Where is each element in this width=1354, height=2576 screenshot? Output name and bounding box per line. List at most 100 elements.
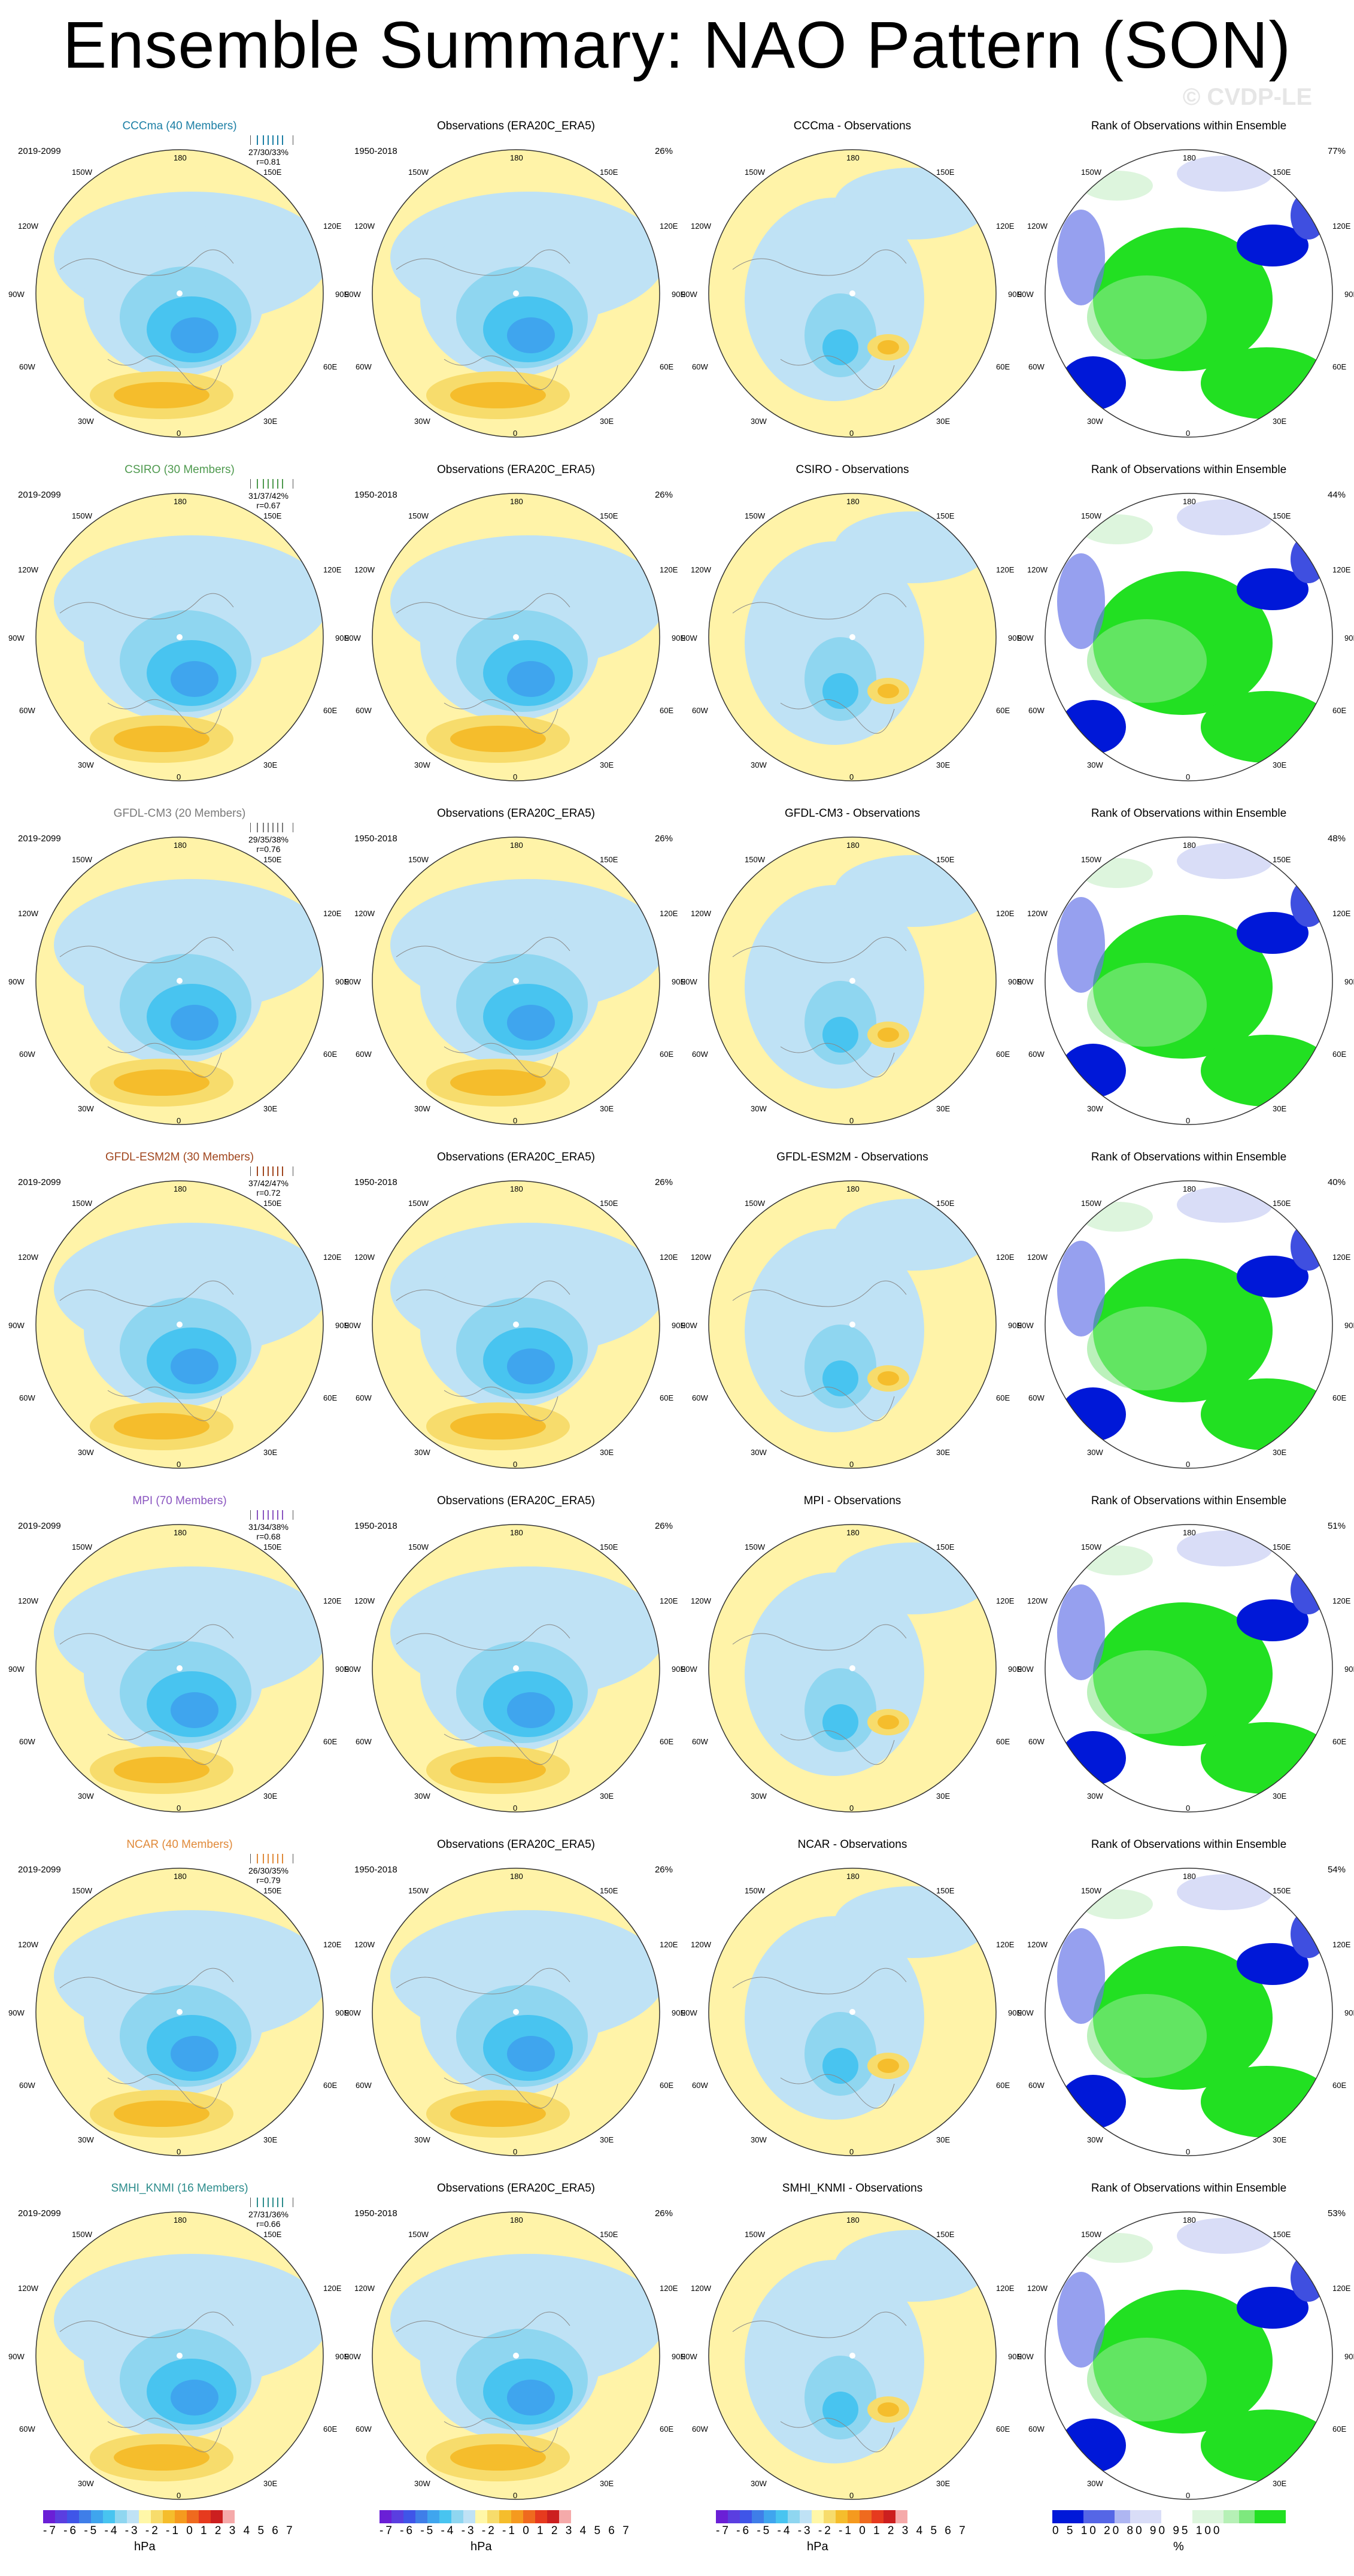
lon-label-tr: 150E: [1273, 168, 1291, 177]
colorbar-swatch: [1177, 2510, 1192, 2523]
lon-label-br: 30E: [1273, 2135, 1287, 2144]
diff-panel: CSIRO - Observations 180 150E 120E 90E 60E 30E…: [681, 463, 1022, 799]
lon-label-tr: 150E: [600, 168, 618, 177]
lon-label-tr: 150E: [936, 168, 955, 177]
variance-stats: 31/34/38% r=0.68: [248, 1522, 289, 1541]
lon-label-tl: 150W: [1081, 2230, 1101, 2239]
watermark: © CVDP-LE: [1182, 84, 1312, 110]
diff-map-field: [709, 1181, 996, 1468]
lon-label-tr: 150E: [936, 511, 955, 520]
lon-label-bl: 30W: [751, 1792, 767, 1801]
colorbar-swatch: [1099, 2510, 1115, 2523]
rank-title: Rank of Observations within Ensemble: [1091, 463, 1287, 476]
lon-label-tl: 150W: [408, 1542, 429, 1551]
lon-label-r3: 60E: [1332, 1050, 1347, 1059]
diff-map-border: [708, 149, 997, 438]
lon-label-br: 30E: [936, 2479, 951, 2488]
lon-label-r2: 90E: [335, 2352, 350, 2361]
lon-label-l2: 90W: [8, 1321, 25, 1330]
lon-label-br: 30E: [1273, 1448, 1287, 1457]
ensemble-spread-bar: [250, 135, 293, 145]
diff-panel: CCCma - Observations 180 150E 120E 90E 60E 30E…: [681, 120, 1022, 455]
lon-label-r1: 120E: [1332, 2284, 1351, 2293]
lon-label-tr: 150E: [263, 1199, 282, 1208]
colorbar-swatch: [1208, 2510, 1224, 2523]
period-label: 1950-2018: [354, 490, 397, 500]
rank-pct: 48%: [1327, 834, 1346, 844]
colorbar-swatch: [163, 2510, 175, 2523]
rank-panel: 44% Rank of Observations within Ensemble 1…: [1018, 463, 1354, 799]
lon-label-br: 30E: [936, 2135, 951, 2144]
lon-label-l3: 60W: [692, 362, 708, 371]
lon-label-l2: 90W: [1018, 1665, 1034, 1674]
lon-label-br: 30E: [263, 1792, 278, 1801]
ensemble-spread-bar: [250, 1510, 293, 1520]
lon-label-tr: 150E: [263, 1542, 282, 1551]
lon-label-l2: 90W: [681, 634, 697, 643]
lon-label-bottom: 0: [513, 772, 518, 781]
lon-label-r1: 120E: [996, 1940, 1015, 1949]
lon-label-r3: 60E: [1332, 2081, 1347, 2090]
lon-label-l3: 60W: [692, 1393, 708, 1402]
colorbar-hpa-2-unit: hPa: [807, 2540, 828, 2553]
diff-map-field: [709, 150, 996, 437]
lon-label-l1: 120W: [18, 565, 38, 574]
lon-label-r2: 90E: [672, 2352, 686, 2361]
lon-label-tr: 150E: [263, 511, 282, 520]
rank-map-border: [1045, 1524, 1333, 1813]
lon-label-r2: 90E: [672, 1665, 686, 1674]
lon-label-l2: 90W: [1018, 634, 1034, 643]
lon-label-top: 180: [1183, 1528, 1196, 1537]
lon-label-l3: 60W: [19, 362, 35, 371]
colorbar-swatch: [728, 2510, 740, 2523]
lon-label-bottom: 0: [177, 1804, 181, 1813]
obs-variance-pct: 26%: [654, 834, 673, 844]
lon-label-bl: 30W: [78, 760, 94, 769]
lon-label-bottom: 0: [513, 1804, 518, 1813]
lon-label-bl: 30W: [1087, 1448, 1103, 1457]
lon-label-l1: 120W: [1027, 2284, 1048, 2293]
lon-label-tr: 150E: [1273, 1542, 1291, 1551]
lon-label-r1: 120E: [1332, 565, 1351, 574]
lon-label-l3: 60W: [19, 2081, 35, 2090]
rank-pct: 51%: [1327, 1521, 1346, 1531]
ensemble-spread-bar: [250, 1166, 293, 1176]
lon-label-l3: 60W: [1028, 1737, 1045, 1746]
lon-label-l2: 90W: [8, 290, 25, 299]
lon-label-br: 30E: [936, 417, 951, 426]
lon-label-bottom: 0: [1186, 429, 1191, 438]
lon-label-l1: 120W: [691, 909, 711, 918]
obs-map-field: [372, 837, 660, 1125]
obs-panel: 1950-2018 26% Observations (ERA20C_ERA5) 18…: [345, 463, 685, 799]
colorbar-swatch: [559, 2510, 571, 2523]
colorbar-swatch: [391, 2510, 403, 2523]
diff-map-border: [708, 1180, 997, 1469]
colorbar-swatch: [848, 2510, 860, 2523]
colorbar-swatch: [487, 2510, 499, 2523]
lon-label-br: 30E: [1273, 1104, 1287, 1113]
lon-label-bottom: 0: [849, 1804, 854, 1813]
model-title: GFDL-CM3 (20 Members): [113, 807, 246, 820]
lon-label-top: 180: [174, 1184, 187, 1193]
lon-label-bl: 30W: [414, 2135, 430, 2144]
rank-map-field: [1045, 1181, 1332, 1468]
lon-label-tl: 150W: [1081, 1886, 1101, 1895]
model-map-border: [35, 149, 324, 438]
obs-panel: 1950-2018 26% Observations (ERA20C_ERA5) 18…: [345, 1838, 685, 2174]
lon-label-bottom: 0: [177, 772, 181, 781]
lon-label-l3: 60W: [692, 1737, 708, 1746]
obs-map-border: [372, 1868, 660, 2156]
pct-variance: 31/34/38%: [248, 1522, 289, 1532]
lon-label-r2: 90E: [335, 1665, 350, 1674]
lon-label-bl: 30W: [414, 417, 430, 426]
lon-label-tl: 150W: [72, 2230, 92, 2239]
diff-map-border: [708, 837, 997, 1125]
lon-label-r3: 60E: [660, 2081, 674, 2090]
colorbar-swatch: [547, 2510, 559, 2523]
obs-map-border: [372, 2211, 660, 2500]
rank-pct: 54%: [1327, 1865, 1346, 1875]
lon-label-tl: 150W: [72, 511, 92, 520]
pattern-correlation: r=0.81: [256, 157, 281, 166]
lon-label-tr: 150E: [936, 1886, 955, 1895]
lon-label-l2: 90W: [8, 2008, 25, 2017]
